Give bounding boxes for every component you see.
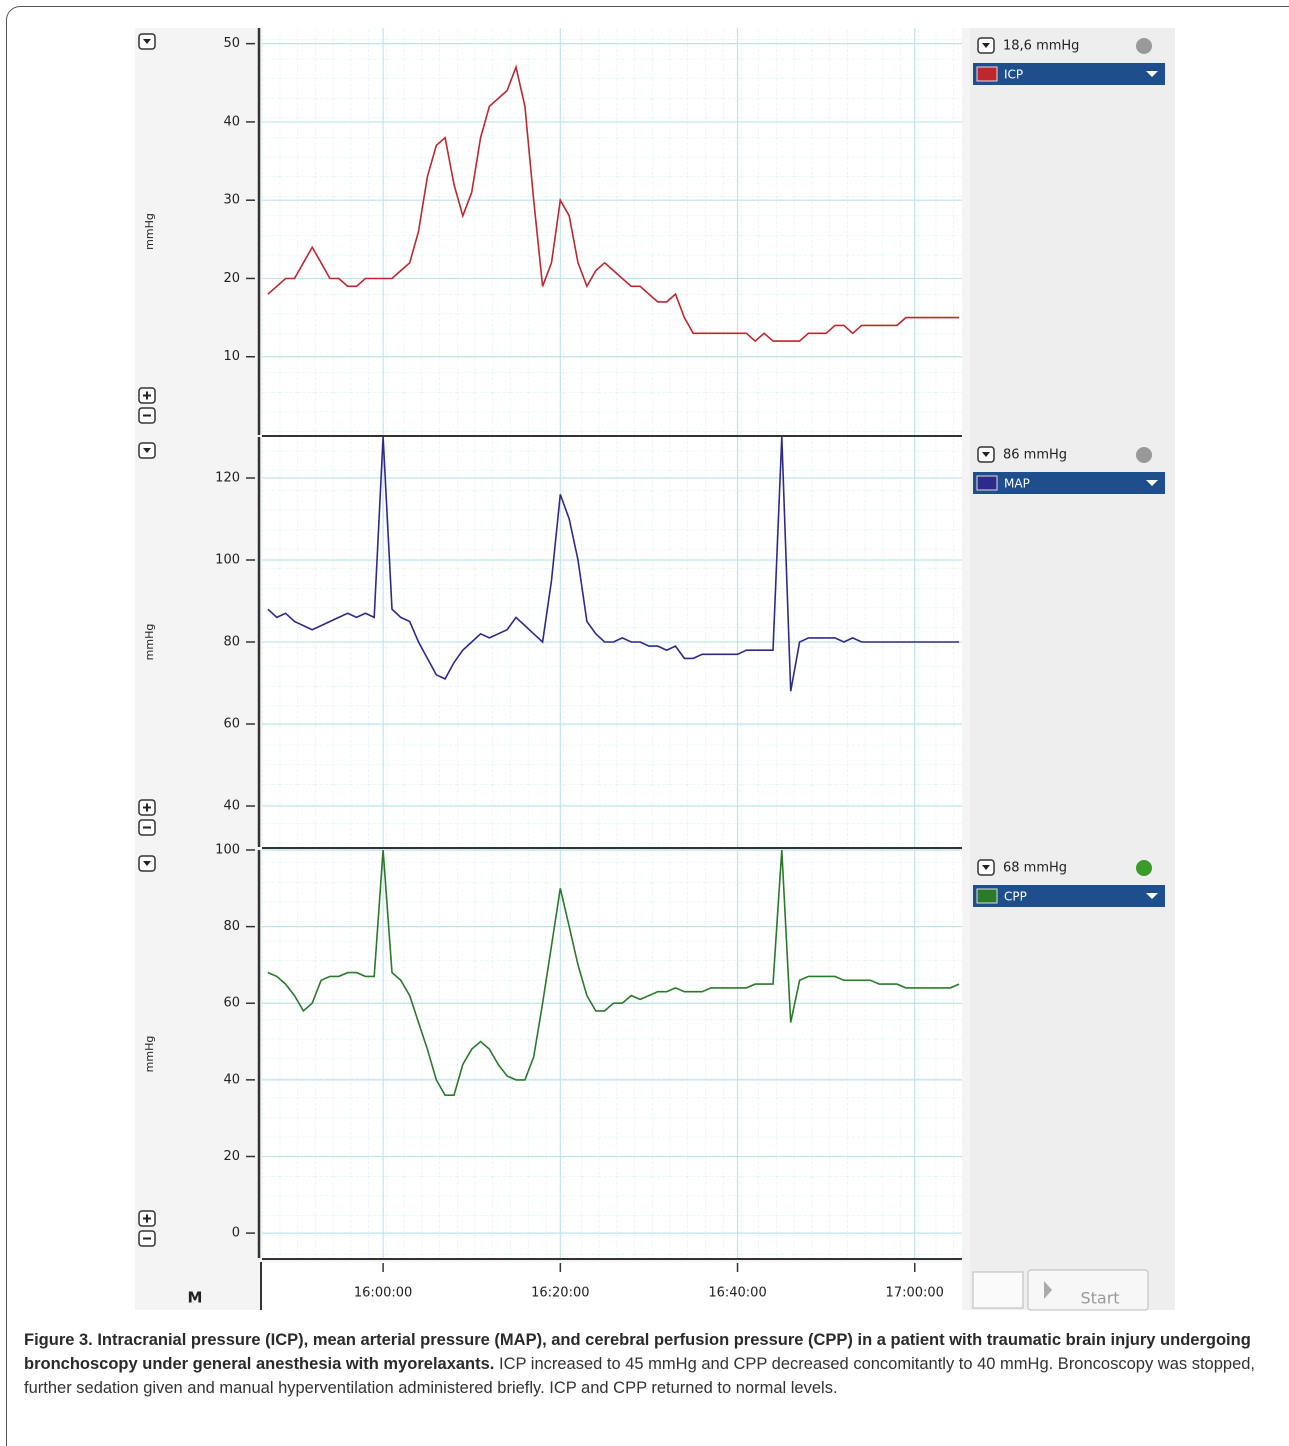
plus-icon xyxy=(143,803,151,812)
readout-box xyxy=(975,856,1165,880)
caption-text: ICP increased to 45 mmHg and CPP decreas… xyxy=(24,1355,1256,1397)
x-tick-label: 16:40:00 xyxy=(708,1286,766,1301)
minor-grid xyxy=(262,850,962,1258)
plus-icon xyxy=(143,1214,151,1223)
y-tick-label: 20 xyxy=(223,271,240,286)
y-tick-label: 60 xyxy=(223,996,240,1011)
y-tick-label: 40 xyxy=(223,114,240,129)
menu-icon xyxy=(143,39,151,44)
y-tick-label: 100 xyxy=(215,553,240,568)
legend-label: CPP xyxy=(1004,890,1027,904)
menu-icon xyxy=(982,43,990,48)
legend-label: MAP xyxy=(1004,477,1030,491)
series-line xyxy=(267,849,960,1096)
marker-label[interactable]: M xyxy=(188,1289,203,1307)
y-tick-label: 30 xyxy=(223,193,240,208)
start-icon xyxy=(1044,1281,1052,1299)
info-icon[interactable] xyxy=(1136,447,1152,463)
start-button[interactable] xyxy=(1027,1269,1149,1311)
menu-icon xyxy=(982,865,990,870)
legend-bar[interactable] xyxy=(973,885,1165,907)
start-label[interactable]: Start xyxy=(1080,1289,1119,1308)
menu-icon xyxy=(143,861,151,866)
figure-frame xyxy=(6,6,1289,1446)
readout-box xyxy=(975,34,1165,58)
series-line xyxy=(267,64,959,343)
chart: M Start 10 20 30 40 50 mmHg 18,6 mmHg ICP 40 60 80… xyxy=(135,28,1175,1311)
x-tick-label: 17:00:00 xyxy=(886,1286,944,1301)
y-axis-label: mmHg xyxy=(143,624,156,661)
info-icon[interactable] xyxy=(1136,860,1152,876)
series-line xyxy=(267,436,959,692)
menu-icon xyxy=(982,452,990,457)
print-button[interactable] xyxy=(972,1271,1024,1309)
readout-value: 68 mmHg xyxy=(1003,861,1067,876)
caption-title: Figure 3. Intracranial pressure (ICP), m… xyxy=(24,1331,1251,1373)
readout-value: 18,6 mmHg xyxy=(1003,39,1079,54)
y-tick-label: 40 xyxy=(223,1072,240,1087)
legend-bar[interactable] xyxy=(973,63,1165,85)
legend-label: ICP xyxy=(1004,68,1023,82)
y-tick-label: 80 xyxy=(223,635,240,650)
legend-arrow xyxy=(1146,480,1158,486)
menu-icon xyxy=(143,448,151,453)
legend-arrow xyxy=(1146,71,1158,77)
y-tick-label: 60 xyxy=(223,717,240,732)
info-icon[interactable] xyxy=(1136,38,1152,54)
plus-icon xyxy=(143,391,151,400)
minor-grid xyxy=(262,28,962,435)
readout-box xyxy=(975,443,1165,467)
x-tick-label: 16:20:00 xyxy=(531,1286,589,1301)
y-tick-label: 10 xyxy=(223,349,240,364)
y-axis-label: mmHg xyxy=(143,213,156,250)
y-tick-label: 0 xyxy=(232,1226,240,1241)
y-tick-label: 120 xyxy=(215,471,240,486)
y-axis-label: mmHg xyxy=(143,1036,156,1073)
legend-swatch xyxy=(976,66,998,82)
caption: Figure 3. Intracranial pressure (ICP), m… xyxy=(24,1328,1282,1400)
time-axis-area xyxy=(262,1262,962,1310)
y-tick-label: 50 xyxy=(223,36,240,51)
legend-arrow xyxy=(1146,893,1158,899)
y-tick-label: 80 xyxy=(223,919,240,934)
y-tick-label: 100 xyxy=(215,843,240,858)
legend-bar[interactable] xyxy=(973,472,1165,494)
x-tick-label: 16:00:00 xyxy=(354,1286,412,1301)
y-tick-label: 40 xyxy=(223,799,240,814)
legend-swatch xyxy=(976,888,998,904)
legend-swatch xyxy=(976,475,998,491)
y-tick-label: 20 xyxy=(223,1149,240,1164)
readout-value: 86 mmHg xyxy=(1003,448,1067,463)
side-panel xyxy=(970,28,1175,1310)
